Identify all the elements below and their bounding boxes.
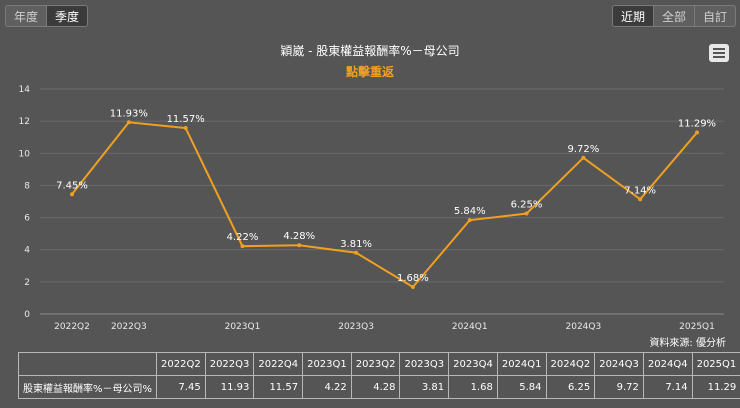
chart-title: 穎崴 - 股東權益報酬率%－母公司 <box>280 44 460 58</box>
roe-line-chart: 0 2 4 6 8 10 12 14 2022Q2 2022Q3 2023Q1 2023Q3 2024… <box>19 85 724 332</box>
table-header-cell: 2023Q2 <box>350 352 401 376</box>
table-header-cell: 2023Q3 <box>399 352 450 376</box>
table-header-row: 2022Q2 2022Q3 2022Q4 2023Q1 2023Q2 2023Q3 2023… <box>17 352 740 376</box>
x-tick-label: 2024Q1 <box>452 322 488 332</box>
y-tick-label: 2 <box>24 278 30 288</box>
table-header-cell: 2022Q2 <box>156 352 206 376</box>
x-tick-label: 2024Q3 <box>566 322 602 332</box>
x-tick-label: 2025Q1 <box>679 322 715 332</box>
table-cell: 11.93 <box>204 375 255 399</box>
table-corner-cell <box>17 352 158 376</box>
data-label: 11.57% <box>167 114 205 125</box>
data-point <box>410 285 415 289</box>
table-header-cell: 2024Q2 <box>545 352 596 376</box>
table-header-cell: 2023Q4 <box>448 352 498 376</box>
data-point <box>695 130 699 135</box>
data-label: 11.29% <box>678 119 716 130</box>
range-toggle: 近期 全部 自訂 <box>611 5 736 27</box>
data-point <box>581 155 586 160</box>
table-cell: 6.25 <box>545 375 596 399</box>
data-label: 9.72% <box>567 144 599 155</box>
data-point <box>354 250 359 255</box>
y-tick-label: 12 <box>19 117 30 127</box>
x-tick-label: 2023Q3 <box>338 322 374 332</box>
table-cell: 4.28 <box>350 375 401 399</box>
data-point <box>467 218 472 223</box>
data-table: 2022Q2 2022Q3 2022Q4 2023Q1 2023Q2 2023Q3 2023… <box>17 352 740 399</box>
table-cell: 9.72 <box>594 375 644 399</box>
data-point <box>240 244 245 249</box>
data-point <box>524 211 529 216</box>
table-cell: 7.45 <box>156 375 206 399</box>
data-label: 6.25% <box>511 200 543 211</box>
x-tick-label: 2023Q1 <box>225 322 261 332</box>
table-cell: 1.68 <box>448 375 498 399</box>
data-label: 4.22% <box>227 232 259 243</box>
reset-zoom-link[interactable]: 點擊重返 <box>345 65 394 79</box>
table-cell: 7.14 <box>642 375 693 399</box>
x-tick-label: 2022Q2 <box>54 322 90 332</box>
data-label: 7.45% <box>56 180 88 191</box>
table-header-cell: 2024Q3 <box>594 352 644 376</box>
hamburger-menu-icon[interactable] <box>709 44 729 62</box>
table-row-label: 股東權益報酬率%－母公司% <box>17 375 158 399</box>
data-label: 4.28% <box>283 231 315 242</box>
data-point <box>297 243 302 248</box>
data-source: 資料來源: 優分析 <box>649 338 726 349</box>
table-header-cell: 2023Q1 <box>302 352 352 376</box>
table-header-cell: 2024Q1 <box>496 352 547 376</box>
custom-range-button[interactable]: 自訂 <box>693 5 736 27</box>
data-point <box>126 120 131 125</box>
data-label: 3.81% <box>340 239 372 250</box>
y-tick-label: 0 <box>24 310 30 320</box>
roe-series-line <box>71 121 698 289</box>
table-cell: 4.22 <box>302 375 352 399</box>
table-header-cell: 2024Q4 <box>642 352 693 376</box>
period-type-toggle: 年度 季度 <box>5 5 89 27</box>
table-row: 股東權益報酬率%－母公司% 7.45 11.93 11.57 4.22 4.28 3.81… <box>17 375 740 399</box>
y-tick-label: 6 <box>24 214 30 224</box>
data-labels: 7.45% 11.93% 11.57% 4.22% 4.28% 3.81% 1.68% 5.8… <box>56 108 716 284</box>
y-tick-label: 4 <box>24 246 30 256</box>
y-tick-label: 14 <box>19 85 31 95</box>
table-header-cell: 2025Q1 <box>691 352 740 376</box>
data-label: 7.14% <box>624 185 656 196</box>
data-point <box>70 192 74 197</box>
x-axis: 2022Q2 2022Q3 2023Q1 2023Q3 2024Q1 2024Q3 2025… <box>40 313 724 332</box>
recent-range-button[interactable]: 近期 <box>611 5 654 27</box>
data-label: 5.84% <box>454 206 486 217</box>
table-cell: 11.29 <box>691 375 740 399</box>
x-tick-label: 2022Q3 <box>111 322 147 332</box>
y-tick-label: 8 <box>24 181 30 191</box>
all-range-button[interactable]: 全部 <box>652 5 695 27</box>
quarterly-button[interactable]: 季度 <box>46 5 89 27</box>
table-cell: 3.81 <box>399 375 450 399</box>
y-axis: 0 2 4 6 8 10 12 14 <box>19 85 31 320</box>
table-header-cell: 2022Q3 <box>204 352 255 376</box>
data-points <box>70 120 699 289</box>
y-tick-label: 10 <box>19 149 31 159</box>
table-header-cell: 2022Q4 <box>253 352 304 376</box>
data-label: 11.93% <box>110 108 148 119</box>
table-cell: 11.57 <box>253 375 304 399</box>
data-label: 1.68% <box>397 273 429 284</box>
data-point <box>183 126 188 131</box>
table-cell: 5.84 <box>496 375 547 399</box>
data-point <box>638 197 643 202</box>
